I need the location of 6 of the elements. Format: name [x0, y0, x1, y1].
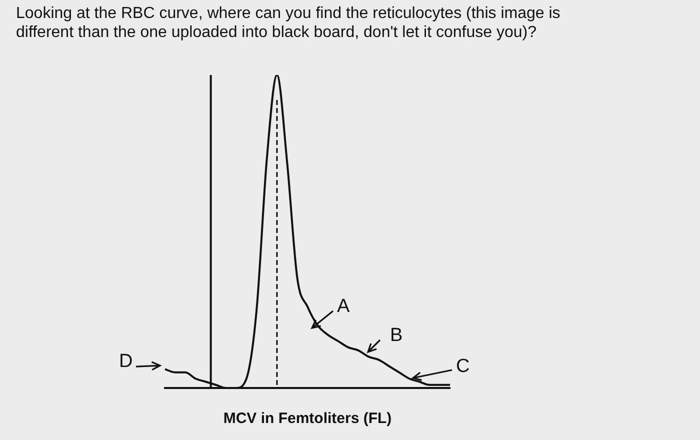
annotation: A: [337, 296, 350, 318]
annotation: B: [390, 325, 403, 347]
text: C: [456, 356, 470, 378]
x-axis-title: MCV in Femtoliters (FL): [223, 410, 392, 428]
text: D: [119, 351, 133, 373]
chart-title: Looking at the RBC curve, where can you find the reticulocytes (this image is different than the one uploaded into black board, don't let it confuse you)?: [16, 4, 562, 42]
